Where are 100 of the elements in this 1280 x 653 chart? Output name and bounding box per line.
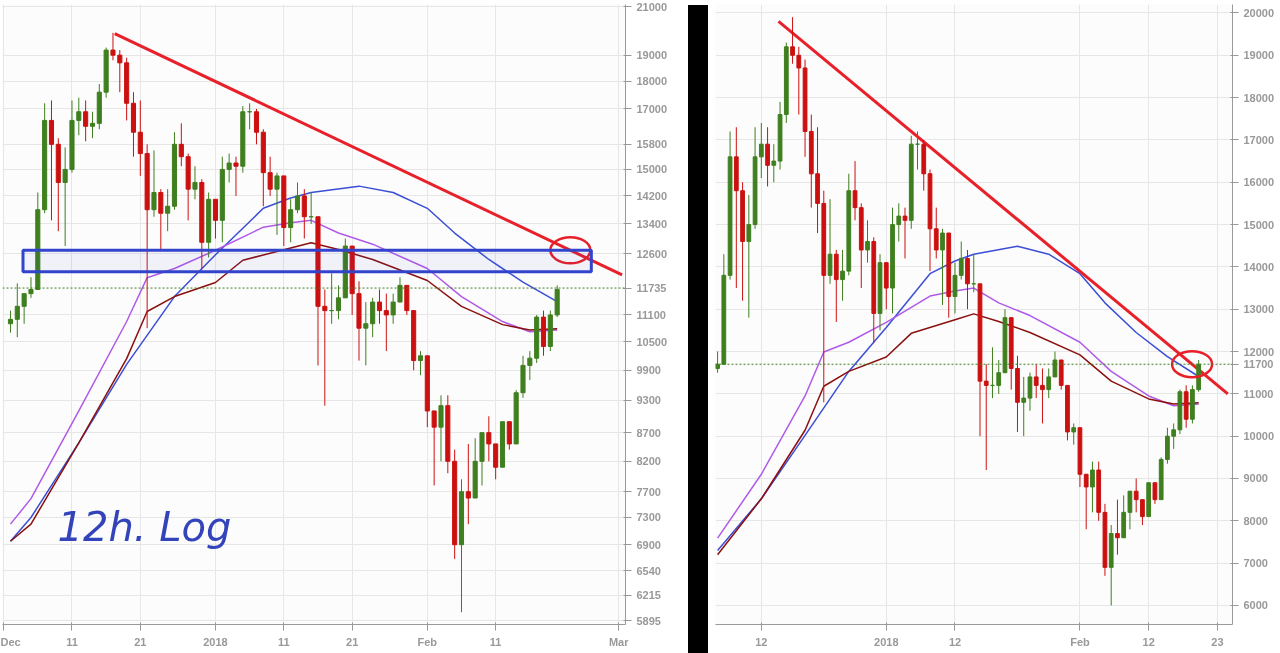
candlestick [1127,490,1133,530]
x-tick-label: 21 [346,635,359,648]
candlestick [370,297,376,338]
candlestick [1152,482,1158,505]
y-tick-label: 10000 [1243,430,1275,443]
y-tick-label: 20000 [1243,6,1275,19]
candlestick [940,228,945,306]
candlestick [383,293,389,352]
x-tick-label: 11 [66,635,78,648]
candlestick [827,198,833,285]
y-tick-label: 6900 [636,538,661,551]
candlestick [431,410,437,486]
candlestick [151,149,157,218]
candlestick [390,293,396,325]
x-tick-label: 2018 [874,635,899,648]
candlestick [771,143,777,183]
y-tick-label: 5895 [636,614,661,627]
y-tick-label: 11100 [636,308,666,321]
candlestick [746,194,752,319]
candlestick [902,207,908,259]
candlestick [267,156,273,197]
candlestick [233,156,239,197]
y-tick-label: 12000 [1243,345,1275,358]
y-tick-label: 10500 [636,335,668,348]
candlestick [465,443,471,525]
y-tick-label: 17000 [1243,133,1275,146]
candlestick [274,172,280,236]
x-tick-label: 12 [948,635,962,648]
ref-line-label: 11735 [636,282,667,295]
candlestick [840,249,845,302]
candlestick [83,99,89,142]
x-tick-label: Feb [417,635,438,648]
candlestick [1071,422,1077,446]
y-tick-label: 14000 [1243,260,1275,273]
candlestick [178,122,184,167]
y-tick-label: 8000 [1243,514,1268,527]
candlestick [506,421,512,451]
y-tick-label: 7700 [636,485,661,498]
y-tick-label: 9000 [1243,472,1268,485]
candlestick [137,99,143,177]
y-tick-label: 11000 [1243,387,1274,400]
candlestick [983,363,989,471]
candlestick [165,188,171,232]
x-tick-label: 12 [755,635,768,648]
x-tick-label: 11 [278,635,290,648]
y-tick-label: 19000 [636,49,668,62]
x-tick-label: 11 [489,635,502,648]
y-tick-label: 21000 [636,0,668,13]
x-tick-label: 12 [1142,635,1155,648]
y-tick-label: 13400 [636,217,668,230]
candlestick [192,165,198,200]
candlestick [1083,473,1089,530]
y-tick-label: 9900 [636,364,661,377]
candlestick [226,153,232,183]
candlestick [158,188,164,251]
y-tick-label: 7300 [636,511,661,524]
candlestick [253,108,260,145]
candlestick [765,126,770,187]
x-tick-label: 2018 [203,635,228,648]
x-tick-label: Feb [1070,635,1091,648]
y-tick-label: 18000 [1243,91,1275,104]
x-tick-label: Mar [608,635,630,648]
y-tick-label: 12600 [636,247,668,260]
x-tick-label: 21 [134,635,147,648]
y-tick-label: 6000 [1243,599,1268,612]
candlestick [438,394,444,462]
y-tick-label: 18000 [636,75,668,88]
y-tick-label: 8200 [636,455,661,468]
candlestick [294,181,301,214]
candlestick [212,198,219,240]
y-tick-label: 15000 [636,163,668,176]
candlestick [288,198,294,243]
y-tick-label: 15800 [636,138,668,151]
x-tick-label: Dec [0,635,21,648]
y-tick-label: 17000 [636,102,668,115]
x-tick-label: 23 [1211,635,1224,648]
candlestick [865,219,870,264]
y-tick-label: 16000 [1243,176,1275,189]
y-tick-label: 9300 [636,394,661,407]
candlestick [1090,461,1095,513]
candlestick [363,301,369,366]
candlestick [417,350,424,376]
candlestick [7,310,14,334]
y-tick-label: 19000 [1243,49,1275,62]
candlestick [1115,499,1120,556]
candlestick [89,111,96,139]
y-tick-label: 15000 [1243,218,1275,231]
ref-line-label: 11700 [1243,358,1274,371]
candlestick [48,99,55,221]
candlestick [110,32,116,61]
line-series [716,313,1200,556]
candlestick [322,289,328,407]
y-tick-label: 6540 [636,564,661,577]
y-tick-label: 7000 [1243,557,1268,570]
candlestick [301,188,307,240]
y-tick-label: 8700 [636,426,661,439]
y-tick-label: 14200 [636,189,668,202]
y-tick-label: 6215 [636,589,661,602]
candlestick [376,289,383,325]
y-tick-label: 13000 [1243,303,1275,316]
